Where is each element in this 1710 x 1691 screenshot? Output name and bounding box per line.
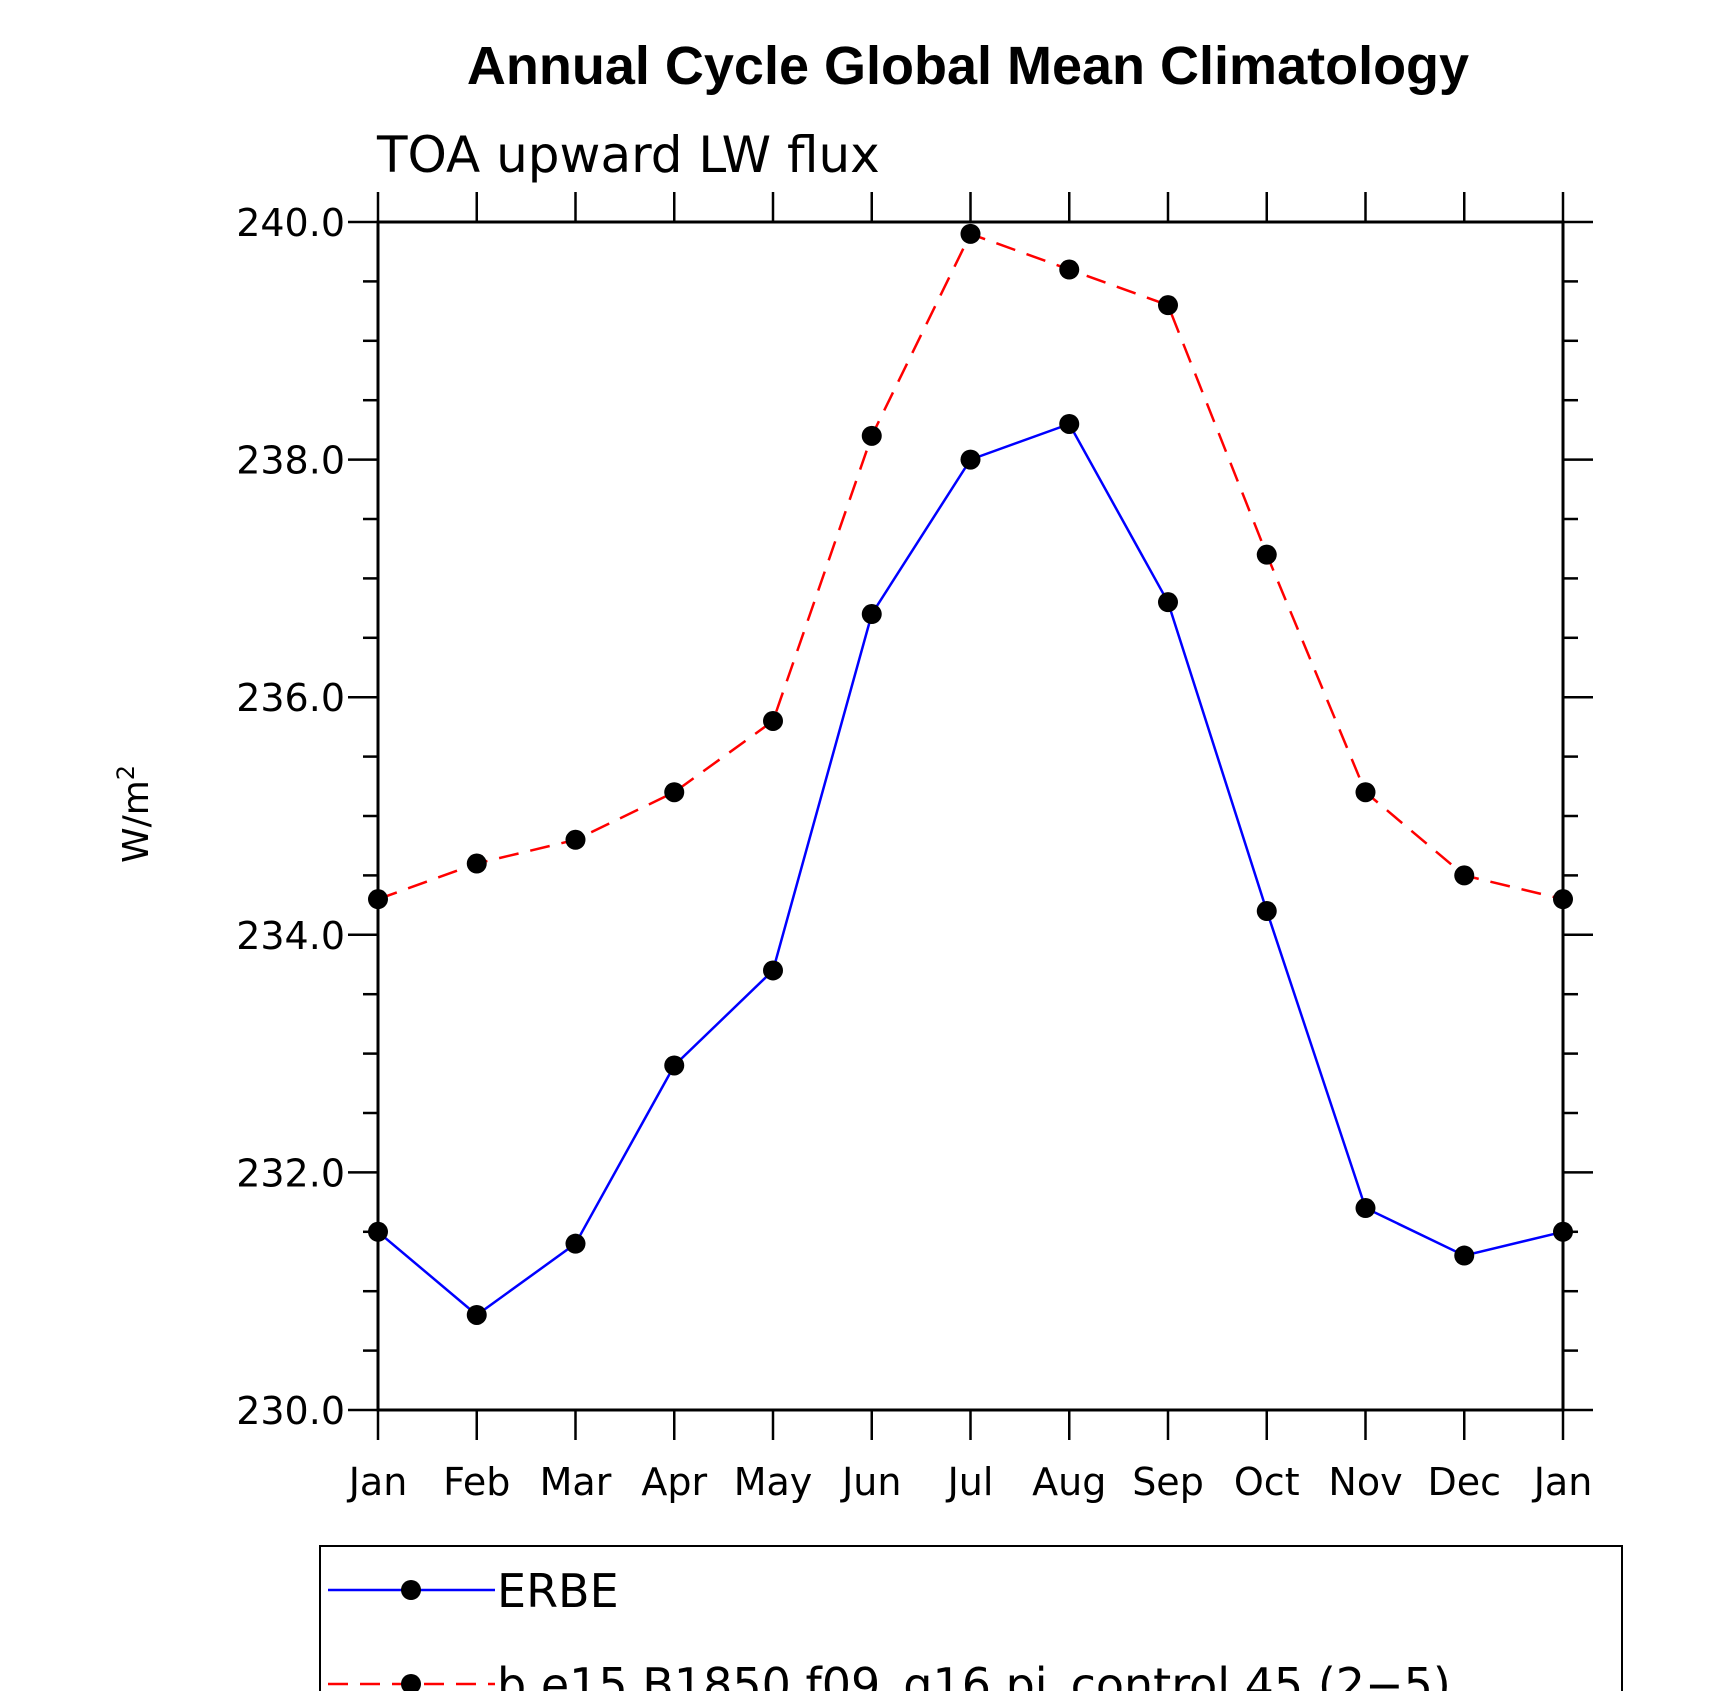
x-tick-label: Sep — [1132, 1460, 1204, 1504]
legend-marker-model — [401, 1674, 421, 1691]
x-tick-label: Jun — [840, 1460, 901, 1504]
data-point — [1059, 413, 1080, 434]
y-tick-label: 234.0 — [236, 914, 345, 958]
data-point — [960, 223, 981, 244]
data-point — [565, 1233, 586, 1254]
data-point — [1553, 889, 1573, 910]
y-axis-label: W/m2 — [112, 765, 157, 863]
data-point — [565, 829, 586, 850]
data-point — [1553, 1221, 1573, 1242]
series-line-0 — [377, 422, 1564, 1317]
x-tick-label: Dec — [1427, 1460, 1501, 1504]
data-point — [1454, 1245, 1475, 1266]
data-point — [1454, 865, 1475, 886]
y-tick-labels: 230.0 232.0 234.0 236.0 238.0 240.0 — [236, 201, 345, 1433]
chart-subtitle: TOA upward LW flux — [376, 126, 880, 184]
x-tick-label: Nov — [1328, 1460, 1402, 1504]
x-tick-label: Apr — [641, 1460, 707, 1504]
x-tick-label: Mar — [540, 1460, 612, 1504]
y-tick-label: 230.0 — [236, 1389, 345, 1433]
axis-ticks — [348, 192, 1593, 1440]
data-point — [466, 853, 487, 874]
legend: ERBE b.e15.B1850.f09_g16.pi_control.45 (… — [319, 1545, 1623, 1691]
data-point — [1256, 901, 1277, 922]
series-line-1 — [377, 232, 1564, 901]
y-tick-label: 232.0 — [236, 1151, 345, 1195]
x-tick-label: May — [734, 1460, 813, 1504]
x-tick-label: Aug — [1032, 1460, 1106, 1504]
x-tick-label: Feb — [443, 1460, 510, 1504]
data-point — [861, 425, 882, 446]
plot-frame — [376, 220, 1565, 1412]
data-point — [861, 604, 882, 625]
y-axis-label-base: W/m — [116, 780, 157, 863]
y-tick-label: 240.0 — [236, 201, 345, 245]
data-point — [1059, 259, 1080, 280]
data-point — [368, 1221, 388, 1242]
data-point — [763, 710, 783, 731]
data-point — [1158, 295, 1178, 316]
x-tick-labels: Jan Feb Mar Apr May Jun Jul Aug Sep Oct Nov Dec Jan — [347, 1460, 1593, 1504]
data-point — [1355, 782, 1376, 803]
data-point — [466, 1304, 487, 1325]
x-tick-label: Jul — [946, 1460, 994, 1504]
y-axis-label-superscript: 2 — [112, 765, 140, 780]
x-tick-label: Jan — [1532, 1460, 1593, 1504]
data-point — [1158, 592, 1178, 613]
x-tick-label: Oct — [1234, 1460, 1300, 1504]
data-point — [1256, 544, 1277, 565]
y-tick-label: 238.0 — [236, 439, 345, 483]
legend-box — [319, 1545, 1623, 1691]
legend-label-erbe: ERBE — [497, 1564, 619, 1618]
data-point — [368, 889, 388, 910]
x-tick-label: Jan — [347, 1460, 408, 1504]
data-point — [763, 960, 783, 981]
data-point — [664, 782, 685, 803]
legend-label-model: b.e15.B1850.f09_g16.pi_control.45 (2−5) — [497, 1658, 1451, 1691]
chart-title: Annual Cycle Global Mean Climatology — [467, 36, 1469, 96]
data-point — [664, 1055, 685, 1076]
svg-text:W/m2: W/m2 — [112, 765, 157, 863]
data-series — [368, 223, 1573, 1325]
data-point — [1355, 1198, 1376, 1219]
y-tick-label: 236.0 — [236, 676, 345, 720]
legend-marker-erbe — [401, 1580, 421, 1600]
data-point — [960, 449, 981, 470]
